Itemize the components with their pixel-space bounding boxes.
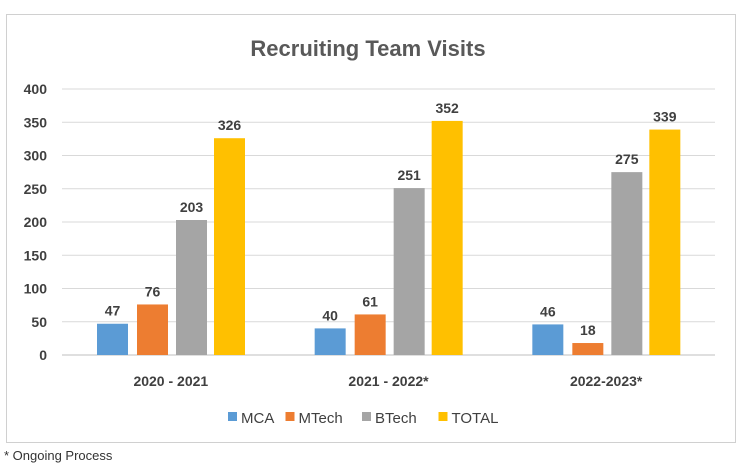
data-label: 326 — [218, 117, 242, 133]
data-label: 18 — [580, 322, 596, 338]
legend-swatch-mtech — [285, 412, 295, 421]
data-label: 47 — [105, 303, 121, 319]
y-tick-label: 0 — [39, 347, 47, 363]
data-label: 251 — [397, 167, 421, 183]
bar-total — [431, 120, 463, 355]
bar-mca — [532, 324, 564, 355]
bar-btech — [393, 188, 425, 355]
data-label: 203 — [180, 199, 204, 215]
data-label: 352 — [435, 100, 459, 116]
bar-btech — [611, 172, 643, 355]
bar-mca — [314, 328, 346, 355]
data-label: 61 — [362, 293, 378, 309]
bar-total — [214, 138, 245, 355]
legend-label: MCA — [241, 410, 274, 427]
y-tick-label: 300 — [24, 148, 48, 164]
data-label: 275 — [615, 151, 639, 167]
x-tick-label: 2021 - 2022* — [348, 373, 429, 389]
legend-label: MTech — [299, 410, 343, 427]
data-label: 40 — [322, 307, 338, 323]
y-tick-label: 50 — [31, 314, 47, 330]
bar-mtech — [137, 304, 168, 355]
chart-title: Recruiting Team Visits — [250, 36, 485, 61]
legend-label: BTech — [375, 410, 417, 427]
y-tick-label: 400 — [24, 81, 48, 97]
bar-mtech — [354, 314, 386, 355]
bar-mtech — [572, 343, 604, 355]
legend-swatch-total — [438, 412, 448, 421]
legend-swatch-mca — [228, 412, 237, 421]
legend-label: TOTAL — [452, 410, 499, 427]
y-tick-label: 250 — [24, 181, 48, 197]
y-tick-label: 100 — [24, 281, 48, 297]
legend-swatch-btech — [362, 412, 371, 421]
x-tick-label: 2022-2023* — [570, 373, 643, 389]
y-tick-label: 150 — [24, 247, 48, 263]
bar-mca — [97, 323, 128, 355]
y-tick-label: 200 — [24, 214, 48, 230]
bar-btech — [176, 220, 207, 355]
x-tick-label: 2020 - 2021 — [133, 373, 208, 389]
footnote: * Ongoing Process — [4, 448, 113, 463]
y-tick-label: 350 — [24, 114, 48, 130]
data-label: 76 — [145, 283, 161, 299]
data-label: 339 — [653, 109, 677, 125]
data-label: 46 — [540, 303, 556, 319]
bar-total — [649, 129, 681, 355]
